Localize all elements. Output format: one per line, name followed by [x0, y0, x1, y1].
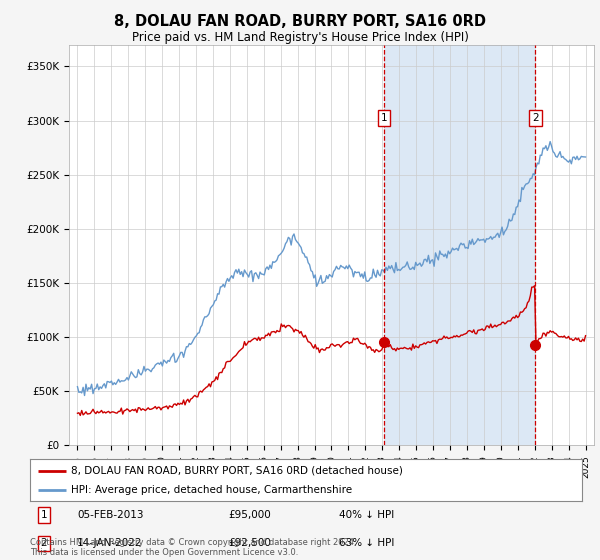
Text: 05-FEB-2013: 05-FEB-2013 — [77, 510, 143, 520]
Text: £95,000: £95,000 — [229, 510, 271, 520]
Bar — [384, 45, 535, 445]
Text: £92,500: £92,500 — [229, 538, 272, 548]
Text: 1: 1 — [380, 113, 387, 123]
Text: HPI: Average price, detached house, Carmarthenshire: HPI: Average price, detached house, Carm… — [71, 485, 353, 495]
Text: Contains HM Land Registry data © Crown copyright and database right 2024.
This d: Contains HM Land Registry data © Crown c… — [30, 538, 356, 557]
Text: 40% ↓ HPI: 40% ↓ HPI — [339, 510, 394, 520]
Text: 2: 2 — [40, 538, 47, 548]
Text: 14-JAN-2022: 14-JAN-2022 — [77, 538, 142, 548]
Text: 8, DOLAU FAN ROAD, BURRY PORT, SA16 0RD (detached house): 8, DOLAU FAN ROAD, BURRY PORT, SA16 0RD … — [71, 465, 403, 475]
Text: 63% ↓ HPI: 63% ↓ HPI — [339, 538, 394, 548]
Text: Price paid vs. HM Land Registry's House Price Index (HPI): Price paid vs. HM Land Registry's House … — [131, 31, 469, 44]
Text: 1: 1 — [40, 510, 47, 520]
Text: 2: 2 — [532, 113, 539, 123]
Text: 8, DOLAU FAN ROAD, BURRY PORT, SA16 0RD: 8, DOLAU FAN ROAD, BURRY PORT, SA16 0RD — [114, 14, 486, 29]
